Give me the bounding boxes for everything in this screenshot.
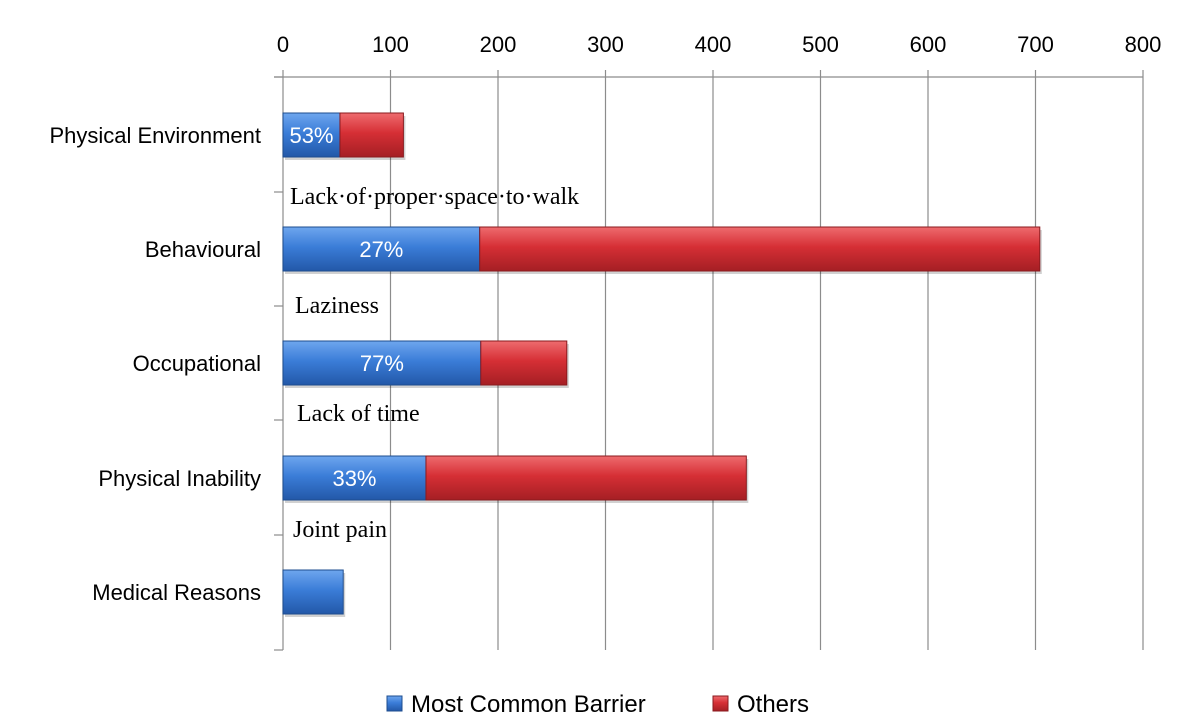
data-label: 53% <box>289 123 333 148</box>
x-tick-label: 0 <box>277 32 289 57</box>
x-tick-label: 800 <box>1125 32 1162 57</box>
data-label: 77% <box>360 351 404 376</box>
bars <box>282 112 1042 617</box>
value-axis: 0 100 200 300 400 500 600 700 800 <box>274 32 1162 651</box>
bar-others <box>339 112 404 158</box>
annotation-label: Lack of time <box>297 401 420 427</box>
x-tick-label: 700 <box>1017 32 1054 57</box>
x-tick-label: 200 <box>480 32 517 57</box>
bar-others <box>479 226 1041 272</box>
annotation-label: Joint pain <box>293 517 387 543</box>
x-tick-label: 400 <box>695 32 732 57</box>
bar-most-common-barrier <box>282 226 481 272</box>
x-tick-label: 500 <box>802 32 839 57</box>
legend: Most Common Barrier Others <box>386 691 809 718</box>
legend-swatch-most-common-barrier <box>386 695 403 712</box>
bar-others <box>480 340 568 386</box>
category-label: Physical Environment <box>49 123 261 148</box>
bar-most-common-barrier <box>282 455 427 501</box>
x-tick-label: 300 <box>587 32 624 57</box>
legend-label: Others <box>737 691 809 718</box>
legend-label: Most Common Barrier <box>411 691 646 718</box>
category-label: Medical Reasons <box>92 580 261 605</box>
category-label: Physical Inability <box>98 466 261 491</box>
bar-others <box>425 455 747 501</box>
category-label: Occupational <box>133 351 261 376</box>
category-label: Behavioural <box>145 237 261 262</box>
bar-most-common-barrier <box>282 112 341 158</box>
data-label: 33% <box>332 466 376 491</box>
data-label: 27% <box>359 237 403 262</box>
labels: Physical Environment 53% Behavioural 27% Occ… <box>49 123 579 605</box>
legend-swatch-others <box>712 695 729 712</box>
x-tick-label: 600 <box>910 32 947 57</box>
bar-most-common-barrier <box>282 340 482 386</box>
bar-most-common-barrier <box>282 569 344 615</box>
annotation-label: Lack·of·proper·space·to·walk <box>290 184 579 210</box>
annotation-label: Laziness <box>295 293 379 319</box>
x-tick-label: 100 <box>372 32 409 57</box>
grid-lines <box>389 77 1144 650</box>
